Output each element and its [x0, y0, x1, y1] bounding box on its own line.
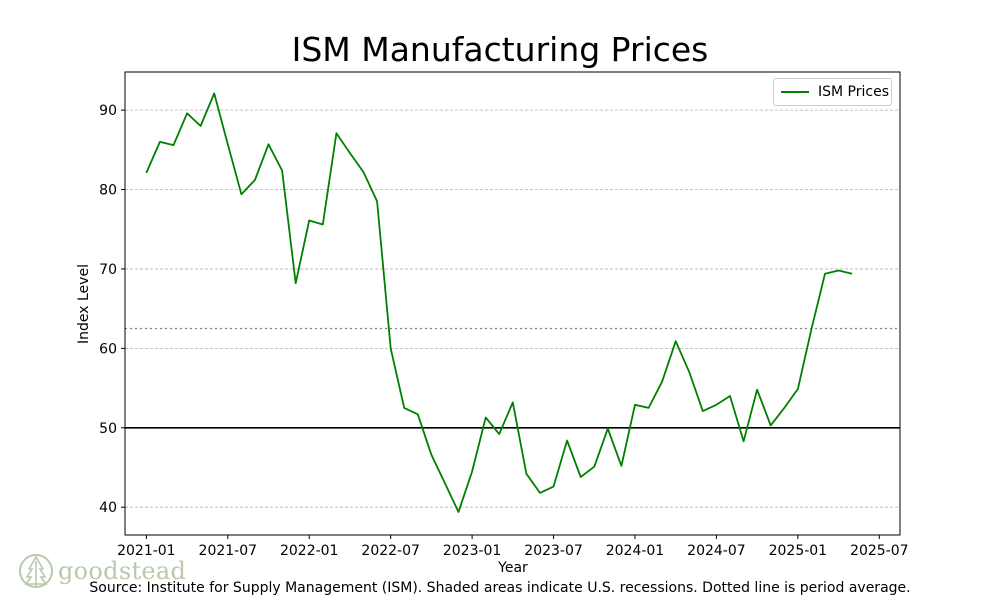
- x-tick-label: 2022-01: [280, 543, 339, 559]
- y-tick-label: 80: [99, 183, 117, 199]
- series-group: [145, 92, 853, 513]
- x-tick-label: 2025-01: [769, 543, 828, 559]
- logo-text: goodstead: [58, 557, 187, 585]
- legend-label: ISM Prices: [818, 84, 889, 100]
- x-tick-label: 2022-07: [361, 543, 420, 559]
- y-tick-label: 50: [99, 421, 117, 437]
- y-axis-label: Index Level: [76, 264, 92, 344]
- series-line-ism-prices: [145, 92, 853, 513]
- x-axis-label: Year: [498, 560, 528, 576]
- y-tick-label: 70: [99, 262, 117, 278]
- y-tick-label: 90: [99, 103, 117, 119]
- x-tick-label: 2023-07: [524, 543, 583, 559]
- x-tick-label: 2024-07: [687, 543, 746, 559]
- x-tick-label: 2021-07: [199, 543, 258, 559]
- plot-frame: [124, 71, 901, 536]
- legend: ISM Prices: [773, 78, 892, 106]
- reference-lines: [125, 327, 900, 429]
- x-tick-label: 2021-01: [117, 543, 176, 559]
- chart-title: ISM Manufacturing Prices: [291, 30, 709, 69]
- x-tick-label: 2023-01: [443, 543, 502, 559]
- y-axis-ticks: 40 50 60 70 80 90: [99, 103, 125, 516]
- x-tick-label: 2024-01: [606, 543, 665, 559]
- x-tick-label: 2025-07: [850, 543, 909, 559]
- pine-tree-icon: [19, 554, 53, 588]
- legend-swatch: [781, 91, 809, 93]
- source-note: Source: Institute for Supply Management …: [89, 580, 911, 596]
- goodstead-logo: goodstead: [18, 550, 186, 592]
- gridlines: [125, 109, 900, 508]
- y-tick-label: 60: [99, 341, 117, 357]
- y-tick-label: 40: [99, 500, 117, 516]
- x-axis-ticks: 2021-01 2021-07 2022-01 2022-07 2023-01 2023-…: [117, 535, 909, 559]
